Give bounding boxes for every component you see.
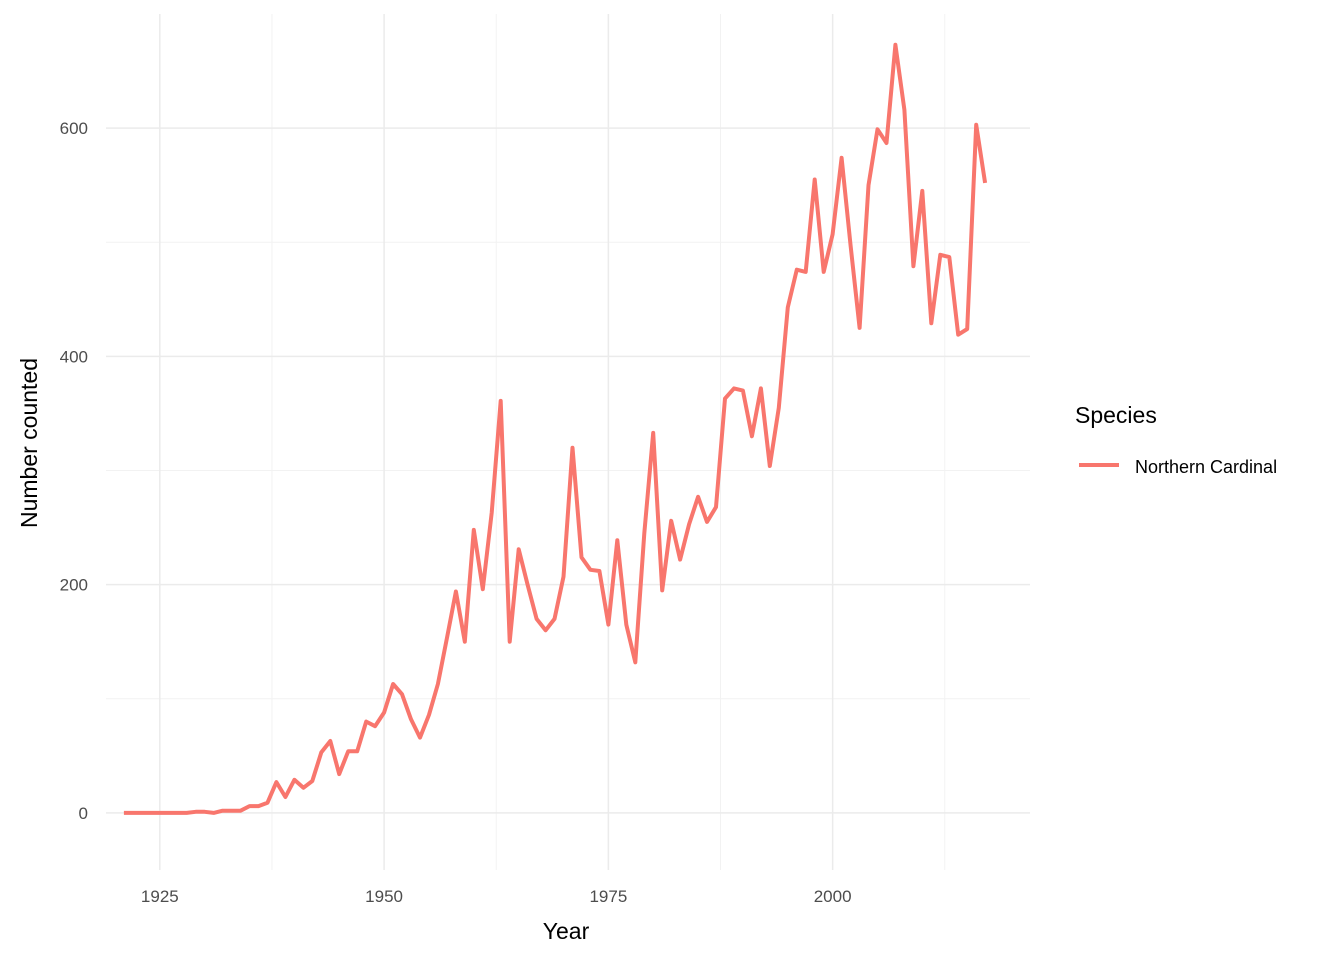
y-tick-label: 600 (60, 119, 88, 138)
y-axis-title: Number counted (16, 358, 42, 528)
x-axis-tick-labels: 1925 1950 1975 2000 (141, 887, 852, 906)
y-tick-label: 200 (60, 576, 88, 595)
x-tick-label: 1950 (365, 887, 403, 906)
legend-label-northern-cardinal: Northern Cardinal (1135, 457, 1277, 477)
x-tick-label: 1975 (589, 887, 627, 906)
y-axis-tick-labels: 0 200 400 600 (60, 119, 88, 823)
legend-title: Species (1075, 402, 1157, 428)
x-tick-label: 1925 (141, 887, 179, 906)
minor-gridlines (106, 14, 1030, 870)
y-tick-label: 0 (79, 804, 88, 823)
series-line-northern-cardinal (123, 42, 988, 815)
x-axis-title: Year (543, 918, 590, 944)
major-gridlines (106, 14, 1030, 870)
x-tick-label: 2000 (814, 887, 852, 906)
legend: Species Northern Cardinal (1075, 402, 1277, 477)
series-lines (123, 42, 988, 815)
y-tick-label: 400 (60, 347, 88, 366)
